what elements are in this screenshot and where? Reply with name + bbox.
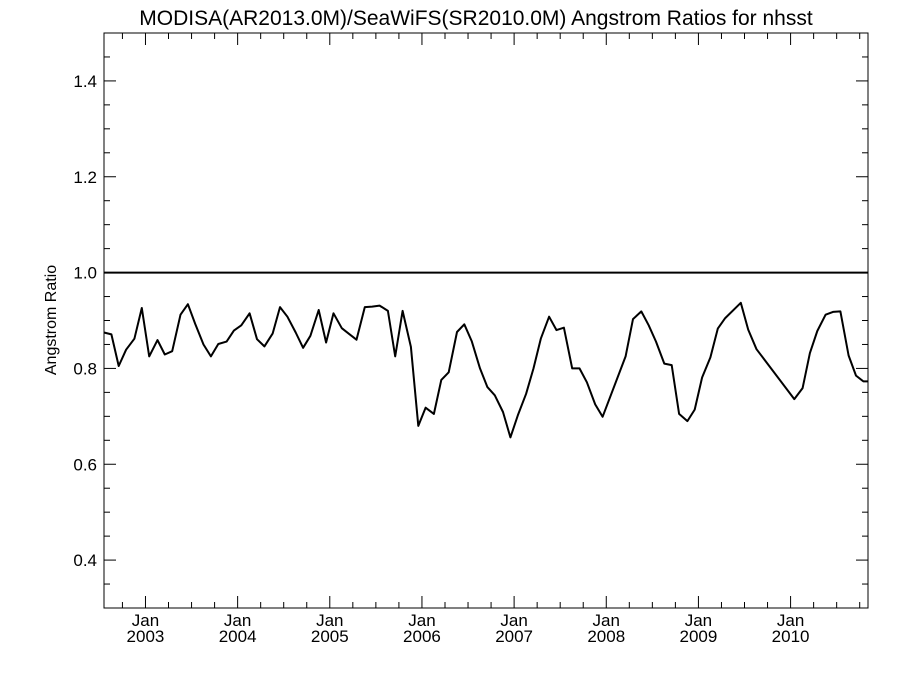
x-tick-month-label: Jan [777, 611, 804, 630]
axis-ticks [104, 33, 868, 608]
y-tick-label: 0.4 [73, 551, 97, 570]
x-tick-year-label: 2008 [587, 627, 625, 646]
x-tick-year-label: 2009 [680, 627, 718, 646]
series-line [103, 301, 868, 439]
x-tick-year-label: 2006 [403, 627, 441, 646]
y-tick-label: 0.6 [73, 455, 97, 474]
x-tick-labels: Jan2003Jan2004Jan2005Jan2006Jan2007Jan20… [127, 611, 810, 646]
y-tick-label: 1.2 [73, 168, 97, 187]
x-tick-year-label: 2004 [219, 627, 257, 646]
x-tick-month-label: Jan [316, 611, 343, 630]
x-tick-month-label: Jan [500, 611, 527, 630]
y-tick-label: 1.4 [73, 72, 97, 91]
x-tick-month-label: Jan [408, 611, 435, 630]
x-tick-year-label: 2003 [127, 627, 165, 646]
x-tick-month-label: Jan [593, 611, 620, 630]
x-tick-year-label: 2005 [311, 627, 349, 646]
chart-title: MODISA(AR2013.0M)/SeaWiFS(SR2010.0M) Ang… [139, 7, 813, 30]
x-tick-month-label: Jan [685, 611, 712, 630]
y-tick-label: 0.8 [73, 359, 97, 378]
x-tick-month-label: Jan [132, 611, 159, 630]
y-tick-labels: 0.4 0.6 0.8 1.0 1.2 1.4 [73, 72, 97, 570]
x-tick-year-label: 2007 [495, 627, 533, 646]
plot-frame [103, 32, 869, 609]
x-tick-month-label: Jan [224, 611, 251, 630]
x-tick-year-label: 2010 [772, 627, 810, 646]
y-tick-label: 1.0 [73, 264, 97, 283]
y-axis-label: Angstrom Ratio [43, 265, 60, 375]
